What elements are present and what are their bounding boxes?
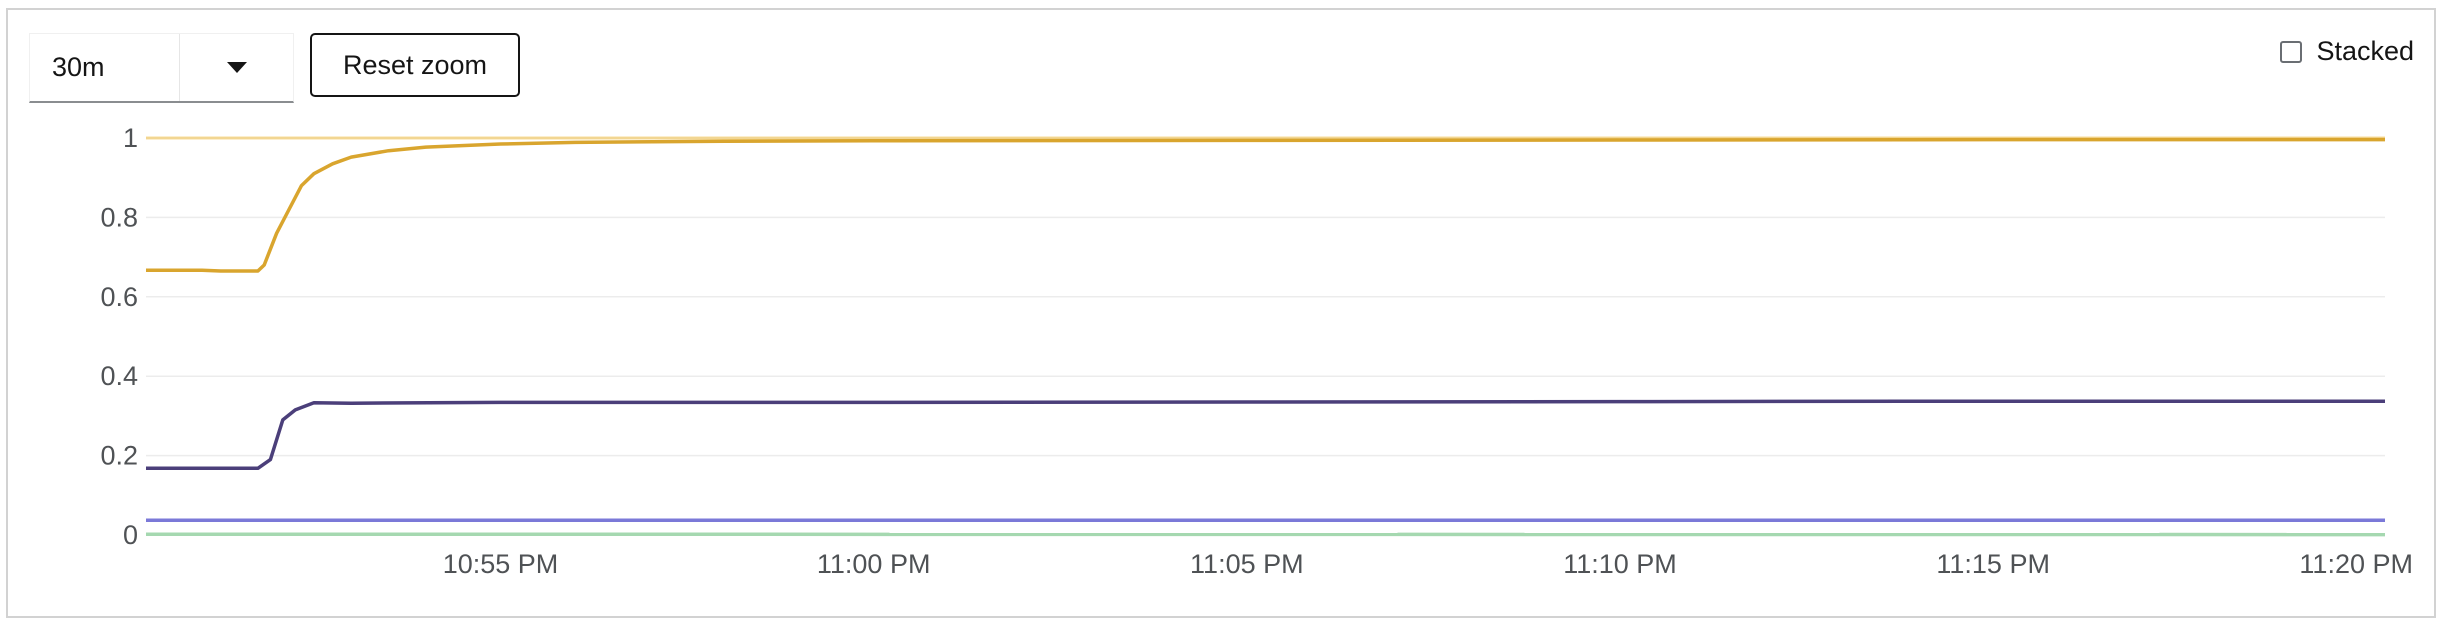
x-tick-label: 11:05 PM (1190, 549, 1304, 579)
chart-grid (146, 137, 2385, 536)
timespan-dropdown[interactable]: 30m (29, 33, 294, 103)
y-tick-label: 0.2 (100, 441, 138, 471)
y-tick-label: 1 (123, 123, 138, 153)
caret-down-icon (226, 62, 247, 73)
x-tick-label: 10:55 PM (443, 549, 559, 579)
x-tick-label: 11:10 PM (1563, 549, 1677, 579)
stacked-checkbox[interactable] (2280, 40, 2303, 63)
series-line-1 (146, 137, 2385, 273)
x-axis-ticks: 10:55 PM 11:00 PM 11:05 PM 11:10 PM 11:15 PM… (443, 549, 2413, 579)
reset-zoom-button[interactable]: Reset zoom (310, 33, 520, 97)
timespan-input[interactable]: 30m (30, 34, 180, 101)
y-tick-label: 0 (123, 520, 138, 550)
y-tick-label: 0.6 (100, 282, 138, 312)
x-tick-label: 11:15 PM (1936, 549, 2050, 579)
stacked-toggle[interactable]: Stacked (2280, 36, 2414, 67)
y-tick-label: 0.8 (100, 202, 138, 232)
y-tick-label: 0.4 (100, 361, 138, 391)
chart-panel: 30m Reset zoom Stacked (6, 8, 2436, 618)
x-tick-label: 11:00 PM (817, 549, 931, 579)
timespan-toggle-button[interactable] (180, 34, 293, 101)
chart-series (145, 136, 2386, 537)
y-axis-ticks: 0 0.2 0.4 0.6 0.8 1 (100, 123, 138, 550)
series-line-2 (146, 399, 2385, 471)
stacked-label: Stacked (2316, 36, 2414, 66)
x-tick-label: 11:20 PM (2299, 549, 2413, 579)
